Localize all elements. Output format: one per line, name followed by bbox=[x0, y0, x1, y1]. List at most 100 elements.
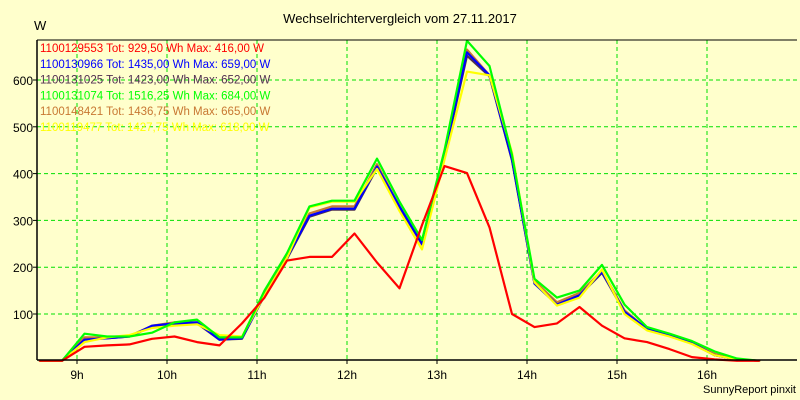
chart-title: Wechselrichtervergleich vom 27.11.2017 bbox=[283, 11, 517, 26]
y-tick-label: 100 bbox=[13, 308, 33, 322]
data-point-1100130966 bbox=[398, 205, 401, 208]
data-point-1100129553 bbox=[668, 348, 671, 350]
data-point-1100131074 bbox=[353, 199, 356, 202]
x-tick-label: 16h bbox=[697, 368, 717, 382]
data-point-1100119477 bbox=[691, 343, 693, 345]
data-point-1100119477 bbox=[218, 334, 221, 336]
data-point-1100131074 bbox=[151, 331, 153, 334]
data-point-1100129553 bbox=[488, 226, 491, 229]
data-point-1100129553 bbox=[578, 306, 581, 308]
data-point-1100130966 bbox=[83, 338, 86, 341]
data-point-1100131074 bbox=[443, 149, 446, 151]
data-point-1100131074 bbox=[331, 199, 333, 202]
data-point-1100119477 bbox=[646, 329, 648, 332]
data-point-1100119477 bbox=[286, 257, 288, 259]
data-point-1100148421 bbox=[308, 212, 311, 215]
data-point-1100131074 bbox=[533, 278, 536, 280]
data-point-1100119477 bbox=[398, 210, 401, 212]
data-point-1100130966 bbox=[151, 324, 153, 327]
data-point-1100129553 bbox=[691, 356, 693, 358]
data-point-1100129553 bbox=[286, 259, 288, 262]
data-point-1100131074 bbox=[83, 332, 86, 335]
data-point-1100129553 bbox=[83, 345, 86, 348]
y-tick-label: 200 bbox=[13, 261, 33, 275]
data-point-1100131074 bbox=[286, 252, 288, 254]
data-point-1100129553 bbox=[128, 343, 131, 346]
data-point-1100119477 bbox=[443, 158, 446, 161]
data-point-1100129553 bbox=[308, 256, 311, 258]
data-point-1100119477 bbox=[601, 268, 603, 271]
data-point-1100148421 bbox=[83, 336, 86, 339]
legend-entry-1100131025: 1100131025 Tot: 1423,00 Wh Max: 652,00 W bbox=[40, 75, 271, 87]
data-point-1100129553 bbox=[241, 322, 243, 325]
data-point-1100131074 bbox=[128, 335, 131, 338]
data-point-1100129553 bbox=[173, 335, 176, 338]
data-point-1100131074 bbox=[308, 205, 311, 208]
data-point-1100119477 bbox=[668, 335, 671, 338]
y-tick-label: 400 bbox=[13, 168, 33, 182]
legend-entry-1100129553: 1100129553 Tot: 929,50 Wh Max: 416,00 W bbox=[40, 43, 264, 55]
x-tick-label: 12h bbox=[337, 368, 357, 382]
data-point-1100148421 bbox=[466, 48, 468, 51]
data-point-1100130966 bbox=[353, 207, 356, 210]
data-point-1100129553 bbox=[646, 341, 648, 343]
data-point-1100148421 bbox=[556, 301, 558, 304]
data-point-1100131074 bbox=[106, 335, 108, 338]
data-point-1100130966 bbox=[218, 338, 221, 341]
data-point-1100119477 bbox=[376, 168, 378, 170]
data-point-1100129553 bbox=[601, 324, 603, 327]
data-point-1100131074 bbox=[511, 154, 513, 156]
data-point-1100129553 bbox=[623, 337, 626, 340]
data-point-1100131074 bbox=[556, 296, 558, 299]
data-point-1100119477 bbox=[713, 354, 716, 356]
x-tick-label: 10h bbox=[157, 368, 177, 382]
data-point-1100119477 bbox=[196, 323, 198, 326]
data-point-1100119477 bbox=[173, 324, 176, 327]
y-axis-unit-label: W bbox=[34, 18, 47, 33]
data-point-1100131074 bbox=[713, 350, 716, 353]
data-point-1100131074 bbox=[398, 200, 401, 203]
x-tick-label: 15h bbox=[607, 368, 627, 382]
legend-entry-1100119477: 1100119477 Tot: 1427,75 Wh Max: 618,00 W bbox=[40, 122, 270, 134]
data-point-1100131074 bbox=[263, 289, 266, 292]
legend-entry-1100148421: 1100148421 Tot: 1436,75 Wh Max: 665,00 W bbox=[40, 106, 271, 118]
data-point-1100129553 bbox=[263, 296, 266, 299]
data-point-1100131074 bbox=[578, 289, 581, 292]
data-point-1100129553 bbox=[533, 326, 536, 328]
data-point-1100131074 bbox=[691, 340, 693, 342]
y-tick-label: 500 bbox=[13, 121, 33, 135]
data-point-1100119477 bbox=[421, 248, 423, 251]
y-tick-label: 600 bbox=[13, 74, 33, 88]
x-tick-label: 11h bbox=[247, 368, 266, 382]
data-point-1100130966 bbox=[466, 51, 468, 54]
data-point-1100148421 bbox=[376, 163, 378, 166]
data-point-1100131074 bbox=[623, 303, 626, 306]
data-point-1100129553 bbox=[398, 287, 401, 290]
data-point-1100130966 bbox=[308, 214, 311, 217]
data-point-1100131074 bbox=[668, 332, 671, 335]
data-point-1100129553 bbox=[196, 341, 198, 343]
data-point-1100129553 bbox=[353, 232, 356, 235]
legend-entry-1100131074: 1100131074 Tot: 1516,25 Wh Max: 684,00 W bbox=[40, 90, 271, 102]
data-point-1100131074 bbox=[421, 239, 423, 241]
data-point-1100119477 bbox=[578, 296, 581, 299]
data-point-1100119477 bbox=[623, 313, 626, 315]
data-point-1100130966 bbox=[196, 321, 198, 324]
data-point-1100129553 bbox=[376, 261, 378, 264]
legend-entry-1100130966: 1100130966 Tot: 1435,00 Wh Max: 659,00 W bbox=[40, 59, 271, 71]
data-point-1100129553 bbox=[421, 224, 423, 226]
data-point-1100131074 bbox=[196, 318, 198, 321]
data-point-1100131074 bbox=[736, 357, 738, 360]
data-point-1100119477 bbox=[556, 304, 558, 307]
data-point-1100129553 bbox=[466, 172, 468, 174]
data-point-1100119477 bbox=[151, 327, 153, 329]
footer-credit: SunnyReport pinxit bbox=[703, 384, 796, 396]
x-tick-label: 9h bbox=[70, 368, 83, 382]
x-tick-label: 13h bbox=[427, 368, 447, 382]
data-point-1100129553 bbox=[106, 344, 108, 347]
data-point-1100131074 bbox=[218, 336, 221, 339]
data-point-1100131074 bbox=[601, 264, 603, 266]
data-point-1100130966 bbox=[376, 165, 378, 168]
data-point-1100119477 bbox=[533, 281, 536, 283]
